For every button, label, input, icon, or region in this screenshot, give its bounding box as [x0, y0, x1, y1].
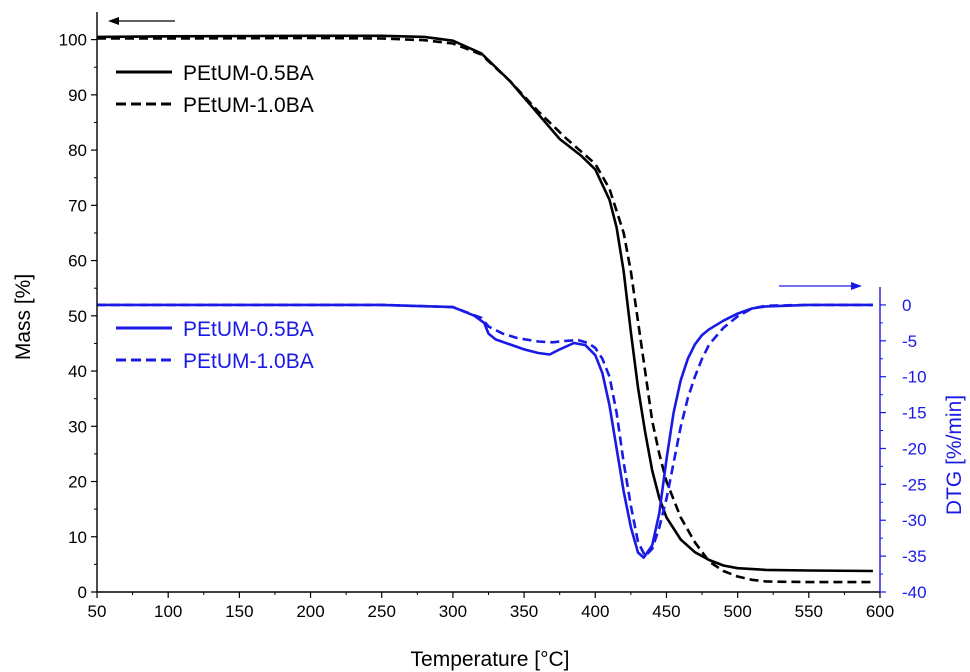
x-tick-label: 50: [88, 602, 107, 621]
legends: PEtUM-0.5BA PEtUM-1.0BA PEtUM-0.5BA PEtUM-1…: [108, 17, 862, 373]
y-right-tick-label: -15: [902, 404, 927, 423]
y-left-tick-label: 100: [59, 31, 87, 50]
tga-line-petum-10ba: [97, 36, 873, 584]
x-tick-label: 550: [795, 602, 823, 621]
y-right-tick-label: -10: [902, 368, 927, 387]
y-right-tick-label: -40: [902, 583, 927, 602]
y-right-tick-label: -35: [902, 547, 927, 566]
x-tick-label: 150: [225, 602, 253, 621]
x-tick-label: 400: [581, 602, 609, 621]
y-left-tick-label: 40: [68, 362, 87, 381]
y-left-tick-label: 30: [68, 417, 87, 436]
tga-legend-label: PEtUM-1.0BA: [183, 94, 314, 117]
y-right-tick-label: 0: [902, 296, 911, 315]
tga-line-petum-05ba: [96, 34, 873, 573]
y-axis-right-title: DTG [%/min]: [943, 395, 966, 515]
dtg-line-petum-05ba: [97, 303, 873, 559]
tga-legend-label: PEtUM-0.5BA: [183, 62, 314, 85]
x-tick-label: 350: [510, 602, 538, 621]
axis-ticks: 50 100 150 200 250 300 350 400 450 500 550 60001020…: [59, 31, 927, 621]
left-arrowhead-icon: [108, 17, 119, 25]
y-right-tick-label: -30: [902, 511, 927, 530]
y-left-tick-label: 60: [68, 252, 87, 271]
y-axis-left-title: Mass [%]: [12, 274, 35, 360]
x-tick-label: 200: [296, 602, 324, 621]
x-axis-title: Temperature [°C]: [411, 648, 570, 671]
y-left-tick-label: 20: [68, 473, 87, 492]
x-tick-label: 450: [652, 602, 680, 621]
series-lines: [96, 34, 873, 584]
right-arrowhead-icon: [851, 282, 862, 290]
x-tick-label: 250: [368, 602, 396, 621]
dtg-legend-label: PEtUM-0.5BA: [183, 318, 314, 341]
dtg-legend-label: PEtUM-1.0BA: [183, 350, 314, 373]
x-tick-label: 100: [154, 602, 182, 621]
y-right-tick-label: -20: [902, 439, 927, 458]
y-right-tick-label: -5: [902, 332, 917, 351]
y-right-tick-label: -25: [902, 475, 927, 494]
y-left-tick-label: 90: [68, 86, 87, 105]
y-left-tick-label: 50: [68, 307, 87, 326]
y-left-tick-label: 80: [68, 141, 87, 160]
y-left-tick-label: 70: [68, 196, 87, 215]
dtg-line-petum-10ba: [97, 303, 873, 558]
x-tick-label: 300: [439, 602, 467, 621]
y-left-tick-label: 0: [78, 583, 87, 602]
y-left-tick-label: 10: [68, 528, 87, 547]
x-tick-label: 500: [723, 602, 751, 621]
x-tick-label: 600: [866, 602, 894, 621]
